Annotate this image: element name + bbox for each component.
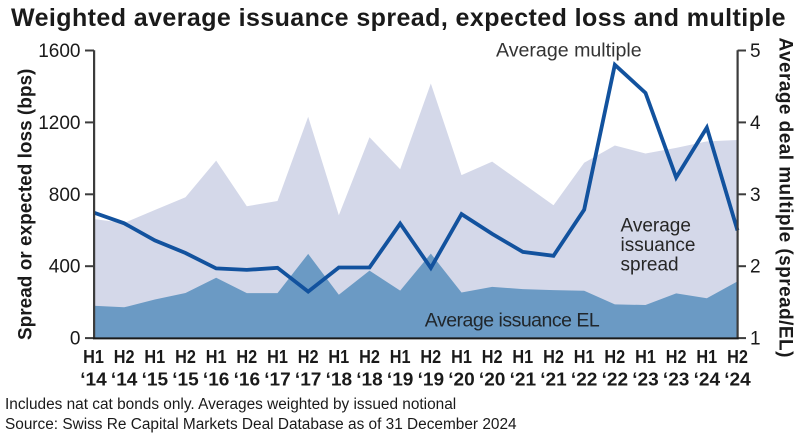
svg-text:0: 0 bbox=[70, 329, 81, 350]
svg-text:3: 3 bbox=[750, 185, 761, 206]
svg-text:‘20: ‘20 bbox=[448, 369, 475, 390]
svg-text:‘16: ‘16 bbox=[234, 369, 261, 390]
svg-text:H2: H2 bbox=[298, 346, 319, 367]
svg-text:‘17: ‘17 bbox=[295, 369, 322, 390]
svg-text:H1: H1 bbox=[451, 346, 472, 367]
svg-text:H1: H1 bbox=[696, 346, 717, 367]
svg-text:‘20: ‘20 bbox=[479, 369, 506, 390]
svg-text:‘14: ‘14 bbox=[80, 369, 107, 390]
svg-text:H2: H2 bbox=[359, 346, 380, 367]
svg-text:H2: H2 bbox=[175, 346, 196, 367]
svg-text:400: 400 bbox=[49, 257, 81, 278]
svg-text:‘22: ‘22 bbox=[571, 369, 598, 390]
svg-text:H2: H2 bbox=[420, 346, 441, 367]
svg-text:‘15: ‘15 bbox=[172, 369, 199, 390]
svg-text:Average: Average bbox=[621, 216, 691, 237]
svg-text:H2: H2 bbox=[727, 346, 748, 367]
svg-text:‘24: ‘24 bbox=[724, 369, 751, 390]
svg-text:‘23: ‘23 bbox=[663, 369, 690, 390]
svg-text:Weighted average issuance spre: Weighted average issuance spread, expect… bbox=[11, 4, 786, 32]
svg-text:2: 2 bbox=[750, 257, 761, 278]
svg-text:H1: H1 bbox=[83, 346, 104, 367]
svg-text:H1: H1 bbox=[144, 346, 165, 367]
svg-text:‘17: ‘17 bbox=[264, 369, 291, 390]
svg-text:H2: H2 bbox=[236, 346, 257, 367]
svg-text:H2: H2 bbox=[604, 346, 625, 367]
svg-text:H1: H1 bbox=[267, 346, 288, 367]
svg-text:H2: H2 bbox=[543, 346, 564, 367]
svg-text:H1: H1 bbox=[512, 346, 533, 367]
svg-text:Spread or expected loss (bps): Spread or expected loss (bps) bbox=[16, 69, 37, 340]
svg-text:Average issuance EL: Average issuance EL bbox=[425, 310, 600, 332]
svg-text:‘21: ‘21 bbox=[540, 369, 567, 390]
svg-text:H1: H1 bbox=[574, 346, 595, 367]
svg-text:800: 800 bbox=[49, 185, 81, 206]
svg-text:‘18: ‘18 bbox=[326, 369, 353, 390]
svg-text:H1: H1 bbox=[206, 346, 227, 367]
svg-text:spread: spread bbox=[621, 254, 679, 275]
svg-text:‘21: ‘21 bbox=[510, 369, 537, 390]
svg-text:‘15: ‘15 bbox=[142, 369, 169, 390]
svg-text:H1: H1 bbox=[635, 346, 656, 367]
svg-text:‘18: ‘18 bbox=[356, 369, 383, 390]
svg-text:H2: H2 bbox=[114, 346, 135, 367]
svg-text:‘16: ‘16 bbox=[203, 369, 230, 390]
svg-text:issuance: issuance bbox=[621, 235, 696, 256]
svg-text:1: 1 bbox=[750, 329, 761, 350]
svg-text:‘19: ‘19 bbox=[387, 369, 414, 390]
svg-text:Average deal multiple (spread/: Average deal multiple (spread/EL) bbox=[774, 38, 795, 358]
svg-text:‘19: ‘19 bbox=[418, 369, 445, 390]
svg-text:5: 5 bbox=[750, 41, 761, 62]
svg-text:4: 4 bbox=[750, 113, 761, 134]
svg-text:Average multiple: Average multiple bbox=[496, 39, 642, 61]
svg-text:‘22: ‘22 bbox=[602, 369, 629, 390]
svg-text:H1: H1 bbox=[390, 346, 411, 367]
svg-text:‘24: ‘24 bbox=[694, 369, 721, 390]
svg-text:‘23: ‘23 bbox=[632, 369, 659, 390]
svg-text:H2: H2 bbox=[666, 346, 687, 367]
svg-text:H2: H2 bbox=[482, 346, 503, 367]
svg-text:Includes nat cat bonds only. A: Includes nat cat bonds only. Averages we… bbox=[5, 396, 456, 413]
svg-text:Source: Swiss Re Capital Marke: Source: Swiss Re Capital Markets Deal Da… bbox=[5, 416, 517, 433]
svg-text:‘14: ‘14 bbox=[111, 369, 138, 390]
svg-text:1200: 1200 bbox=[38, 113, 80, 134]
svg-text:1600: 1600 bbox=[38, 41, 80, 62]
svg-text:H1: H1 bbox=[328, 346, 349, 367]
